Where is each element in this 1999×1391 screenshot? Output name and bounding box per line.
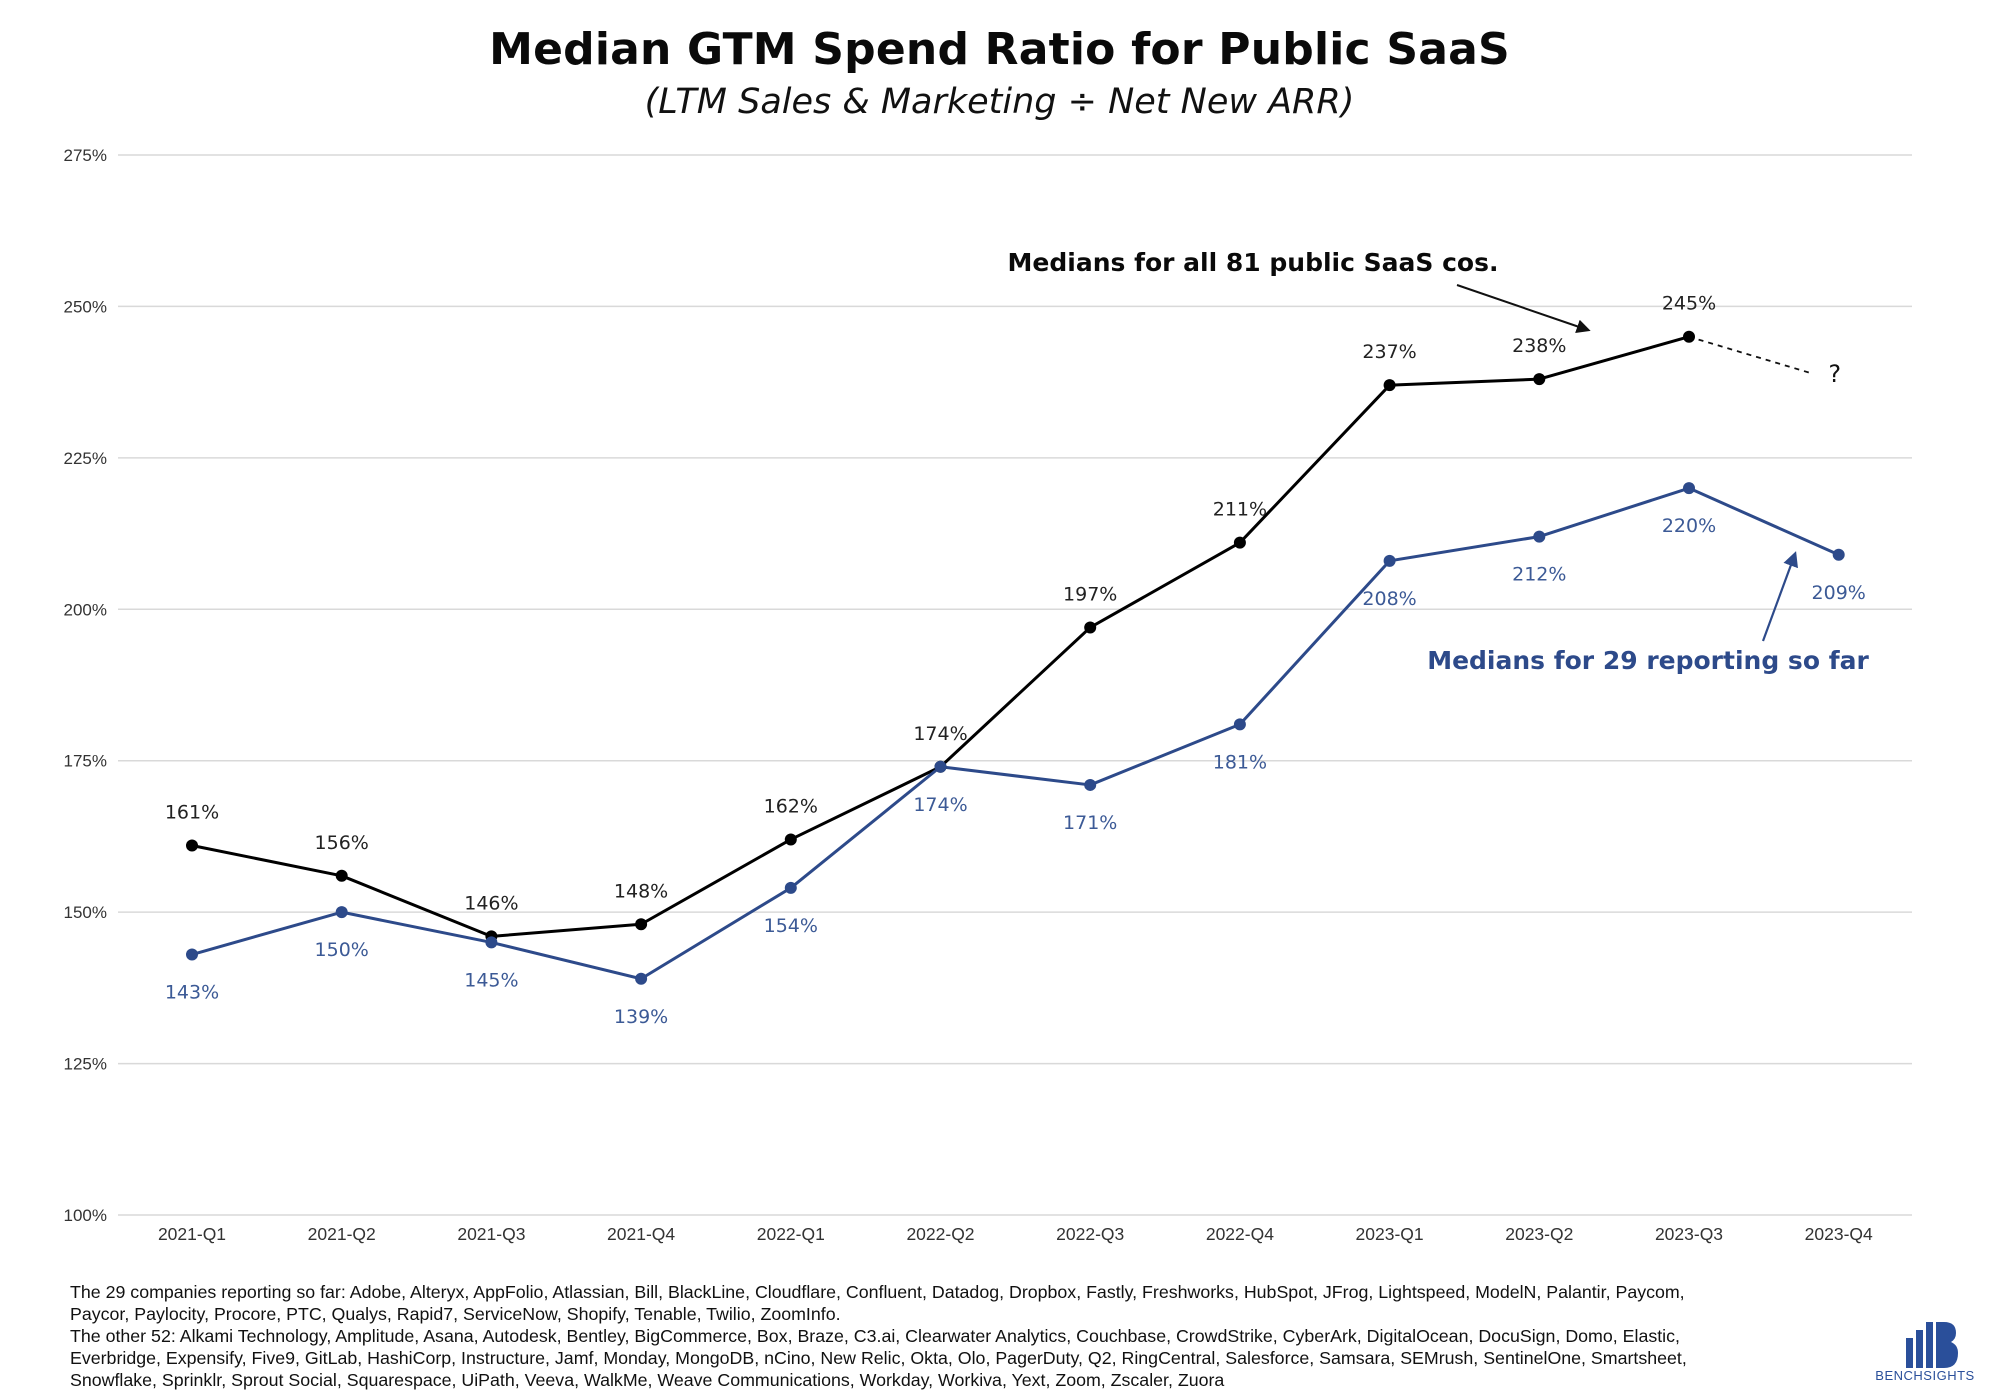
x-tick-label: 2021-Q3	[457, 1224, 525, 1244]
y-tick-label: 125%	[64, 1055, 107, 1074]
annotation-arrow-all-81	[1456, 284, 1591, 333]
footnote-line: Paycor, Paylocity, Procore, PTC, Qualys,…	[70, 1304, 841, 1324]
data-label-29-reporting: 150%	[315, 939, 369, 961]
data-label-all-81: 211%	[1213, 499, 1267, 521]
data-point-29-reporting	[1233, 718, 1246, 731]
x-tick-label: 2023-Q3	[1655, 1224, 1723, 1244]
data-label-29-reporting: 174%	[913, 794, 967, 816]
x-tick-label: 2021-Q2	[308, 1224, 376, 1244]
data-label-29-reporting: 212%	[1512, 564, 1566, 586]
chart-title: Median GTM Spend Ratio for Public SaaS	[489, 24, 1510, 75]
x-tick-label: 2022-Q3	[1056, 1224, 1124, 1244]
data-label-all-81: 237%	[1362, 341, 1416, 363]
footnote-line: The 29 companies reporting so far: Adobe…	[70, 1282, 1685, 1302]
x-tick-label: 2023-Q1	[1356, 1224, 1424, 1244]
data-label-29-reporting: 209%	[1812, 582, 1866, 604]
data-label-all-81: 245%	[1662, 293, 1716, 315]
x-tick-label: 2021-Q1	[158, 1224, 226, 1244]
data-label-29-reporting: 154%	[764, 915, 818, 937]
x-tick-label: 2022-Q1	[757, 1224, 825, 1244]
data-label-all-81: 174%	[913, 723, 967, 745]
series-line-29-reporting	[191, 486, 1840, 981]
data-point-29-reporting	[784, 881, 797, 894]
series-line-all-81	[191, 335, 1690, 938]
y-tick-label: 200%	[64, 600, 107, 619]
footnote-line: Everbridge, Expensify, Five9, GitLab, Ha…	[70, 1348, 1687, 1368]
data-point-all-81	[1683, 330, 1695, 343]
x-tick-label: 2022-Q2	[906, 1224, 974, 1244]
data-label-29-reporting: 171%	[1063, 812, 1117, 834]
data-point-all-81	[635, 918, 648, 931]
y-tick-label: 275%	[64, 146, 107, 165]
y-tick-label: 100%	[64, 1206, 107, 1225]
data-label-all-81: 156%	[315, 832, 369, 854]
data-point-all-81	[1383, 379, 1396, 392]
data-label-all-81: 161%	[165, 802, 219, 824]
x-tick-label: 2023-Q2	[1505, 1224, 1573, 1244]
data-label-29-reporting: 145%	[464, 969, 518, 991]
logo-text: BENCHSIGHTS	[1875, 1368, 1975, 1383]
annotation-arrow-29-reporting	[1761, 551, 1798, 642]
annotation-29-reporting: Medians for 29 reporting so far	[1427, 646, 1869, 675]
data-label-29-reporting: 181%	[1213, 751, 1267, 773]
data-label-29-reporting: 139%	[614, 1006, 668, 1028]
data-point-all-81	[784, 833, 797, 846]
annotation-all-81: Medians for all 81 public SaaS cos.	[1008, 248, 1499, 277]
y-tick-label: 225%	[64, 449, 107, 468]
projection-dashed-line	[1688, 335, 1811, 374]
data-labels: 161% 156% 146% 148% 162% 174% 197% 211% 237% 238%…	[165, 293, 1866, 1028]
y-tick-label: 175%	[64, 752, 107, 771]
data-point-29-reporting	[1533, 530, 1546, 543]
data-label-all-81: 197%	[1063, 583, 1117, 605]
y-tick-label: 250%	[64, 297, 107, 316]
projection-question-mark: ?	[1828, 360, 1841, 388]
data-point-29-reporting	[1084, 778, 1097, 791]
data-point-all-81	[186, 839, 198, 852]
data-point-29-reporting	[635, 972, 648, 985]
x-axis-tick-labels: 2021-Q1 2021-Q2 2021-Q3 2021-Q4 2022-Q1 2022-…	[158, 1224, 1873, 1244]
series-points	[186, 330, 1845, 985]
data-point-29-reporting	[1383, 554, 1396, 567]
y-axis-tick-labels: 100% 125% 150% 175% 200% 225% 250% 275%	[64, 146, 107, 1225]
data-label-all-81: 162%	[764, 795, 818, 817]
data-label-all-81: 238%	[1512, 335, 1566, 357]
data-point-29-reporting	[485, 936, 498, 949]
footnote-line: The other 52: Alkami Technology, Amplitu…	[70, 1326, 1680, 1346]
data-point-all-81	[335, 869, 348, 882]
data-label-all-81: 148%	[614, 880, 668, 902]
y-tick-label: 150%	[64, 903, 107, 922]
chart-subtitle: (LTM Sales & Marketing ÷ Net New ARR)	[644, 82, 1355, 122]
footnote: The 29 companies reporting so far: Adobe…	[70, 1281, 1870, 1391]
data-point-29-reporting	[934, 760, 947, 773]
x-tick-label: 2022-Q4	[1206, 1224, 1274, 1244]
benchsights-logo	[1906, 1322, 1958, 1368]
data-point-29-reporting	[186, 948, 198, 961]
x-tick-label: 2021-Q4	[607, 1224, 675, 1244]
x-tick-label: 2023-Q4	[1805, 1224, 1873, 1244]
annotations: Medians for all 81 public SaaS cos. Media…	[1008, 248, 1870, 675]
data-point-all-81	[1084, 621, 1097, 634]
data-point-all-81	[1533, 373, 1546, 386]
data-point-29-reporting	[335, 906, 348, 919]
data-point-29-reporting	[1832, 548, 1845, 561]
data-point-all-81	[1233, 536, 1246, 549]
data-label-29-reporting: 208%	[1362, 588, 1416, 610]
gridlines	[118, 154, 1912, 1216]
data-label-29-reporting: 220%	[1662, 515, 1716, 537]
data-label-29-reporting: 143%	[165, 982, 219, 1004]
data-label-all-81: 146%	[464, 892, 518, 914]
data-point-29-reporting	[1683, 482, 1695, 495]
footnote-line: Snowflake, Sprinklr, Sprout Social, Squa…	[70, 1370, 1225, 1390]
